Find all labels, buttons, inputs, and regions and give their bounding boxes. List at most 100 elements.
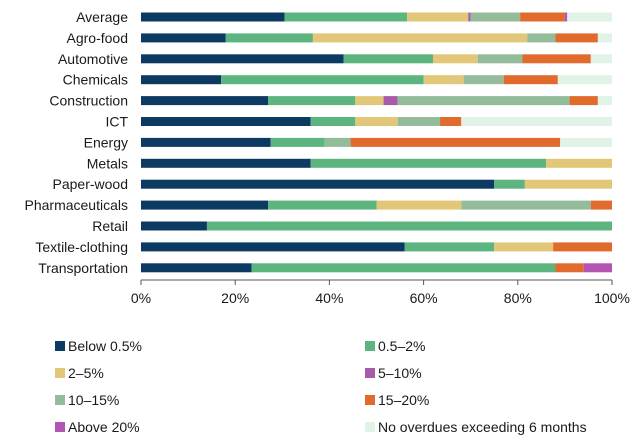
legend-item: 0.5–2% (365, 338, 425, 354)
bar-segment (141, 263, 252, 273)
category-label: Construction (49, 93, 128, 109)
legend-item: 5–10% (365, 365, 422, 381)
x-tick-label: 60% (410, 290, 438, 306)
bar-segment (557, 75, 612, 85)
bar-segment (494, 242, 554, 252)
bar-segment (404, 242, 495, 252)
bar-segment (440, 117, 462, 126)
bar-segment (141, 117, 311, 126)
bar-segment (597, 33, 612, 43)
legend-item: 15–20% (365, 392, 429, 408)
bar-segment (141, 179, 495, 189)
category-label: Energy (84, 134, 128, 150)
bar-segment (461, 117, 612, 126)
bar-segment (141, 158, 311, 168)
category-label: Agro-food (67, 30, 128, 46)
bar-segment (397, 96, 570, 106)
bar-segment (590, 54, 612, 64)
bar-segment (477, 54, 523, 64)
category-label: Average (76, 9, 128, 25)
bar-segment (463, 75, 504, 85)
legend-item: 2–5% (55, 365, 104, 381)
category-label: Transportation (38, 260, 128, 276)
bar-segment (355, 117, 398, 126)
bar-segment (423, 75, 464, 85)
bar-segment (343, 54, 434, 64)
bar-segment (221, 75, 424, 85)
legend: Below 0.5% 0.5–2% 2–5% 5–10% 10–15% 15–20% Abo… (55, 338, 587, 435)
bar-segment (141, 12, 285, 22)
bar-segment (376, 200, 462, 210)
category-label: Automotive (58, 51, 128, 67)
bar-segment (590, 200, 612, 210)
bar-segment (141, 33, 226, 43)
bar-segment (524, 179, 612, 189)
bar-segment (461, 200, 591, 210)
bar-segment (141, 54, 344, 64)
x-tick-label: 0% (131, 290, 151, 306)
bars (141, 12, 612, 273)
legend-label: 2–5% (68, 365, 104, 381)
bar-segment (468, 12, 471, 22)
bar-segment (268, 200, 377, 210)
legend-swatch (365, 341, 375, 351)
x-tick-label: 80% (504, 290, 532, 306)
x-tick-label: 40% (315, 290, 343, 306)
x-axis: 0% 20% 40% 60% 80% 100% (131, 279, 630, 306)
category-label: Pharmaceuticals (25, 197, 129, 213)
category-label: Metals (87, 155, 128, 171)
bar-segment (310, 158, 547, 168)
legend-swatch (55, 395, 65, 405)
legend-swatch (55, 341, 65, 351)
bar-segment (494, 179, 525, 189)
bar-segment (555, 33, 598, 43)
x-tick-label: 100% (594, 290, 630, 306)
bar-segment (560, 137, 612, 147)
bar-segment (569, 96, 598, 106)
legend-item: No overdues exceeding 6 months (365, 419, 587, 435)
legend-label: 0.5–2% (378, 338, 425, 354)
bar-segment (553, 242, 612, 252)
bar-segment (141, 137, 271, 147)
bar-segment (546, 158, 612, 168)
x-tick-label: 20% (221, 290, 249, 306)
bar-segment (324, 137, 351, 147)
bar-segment (251, 263, 556, 273)
legend-swatch (365, 395, 375, 405)
bar-segment (350, 137, 561, 147)
bar-segment (583, 263, 612, 273)
bar-segment (555, 263, 584, 273)
bar-segment (141, 96, 269, 106)
category-label: ICT (105, 114, 128, 130)
bar-segment (383, 96, 398, 106)
legend-item: 10–15% (55, 392, 119, 408)
bar-segment (141, 242, 405, 252)
bar-segment (225, 33, 313, 43)
legend-swatch (365, 368, 375, 378)
legend-label: Below 0.5% (68, 338, 142, 354)
category-label: Paper-wood (53, 176, 129, 192)
bar-segment (527, 33, 556, 43)
bar-segment (312, 33, 528, 43)
bar-segment (520, 12, 565, 22)
category-label: Chemicals (63, 72, 128, 88)
bar-segment (567, 12, 612, 22)
bar-segment (407, 12, 469, 22)
category-label: Retail (92, 218, 128, 234)
bar-segment (597, 96, 612, 106)
bar-segment (503, 75, 558, 85)
bar-segment (522, 54, 591, 64)
bar-segment (355, 96, 384, 106)
legend-swatch (55, 422, 65, 432)
bar-segment (310, 117, 356, 126)
legend-item: Above 20% (55, 419, 140, 435)
bar-segment (470, 12, 521, 22)
bar-segment (141, 200, 269, 210)
category-label: Textile-clothing (35, 239, 128, 255)
bar-segment (564, 12, 568, 22)
legend-label: 10–15% (68, 392, 119, 408)
legend-label: No overdues exceeding 6 months (378, 419, 587, 435)
bar-segment (433, 54, 478, 64)
bar-segment (397, 117, 441, 126)
